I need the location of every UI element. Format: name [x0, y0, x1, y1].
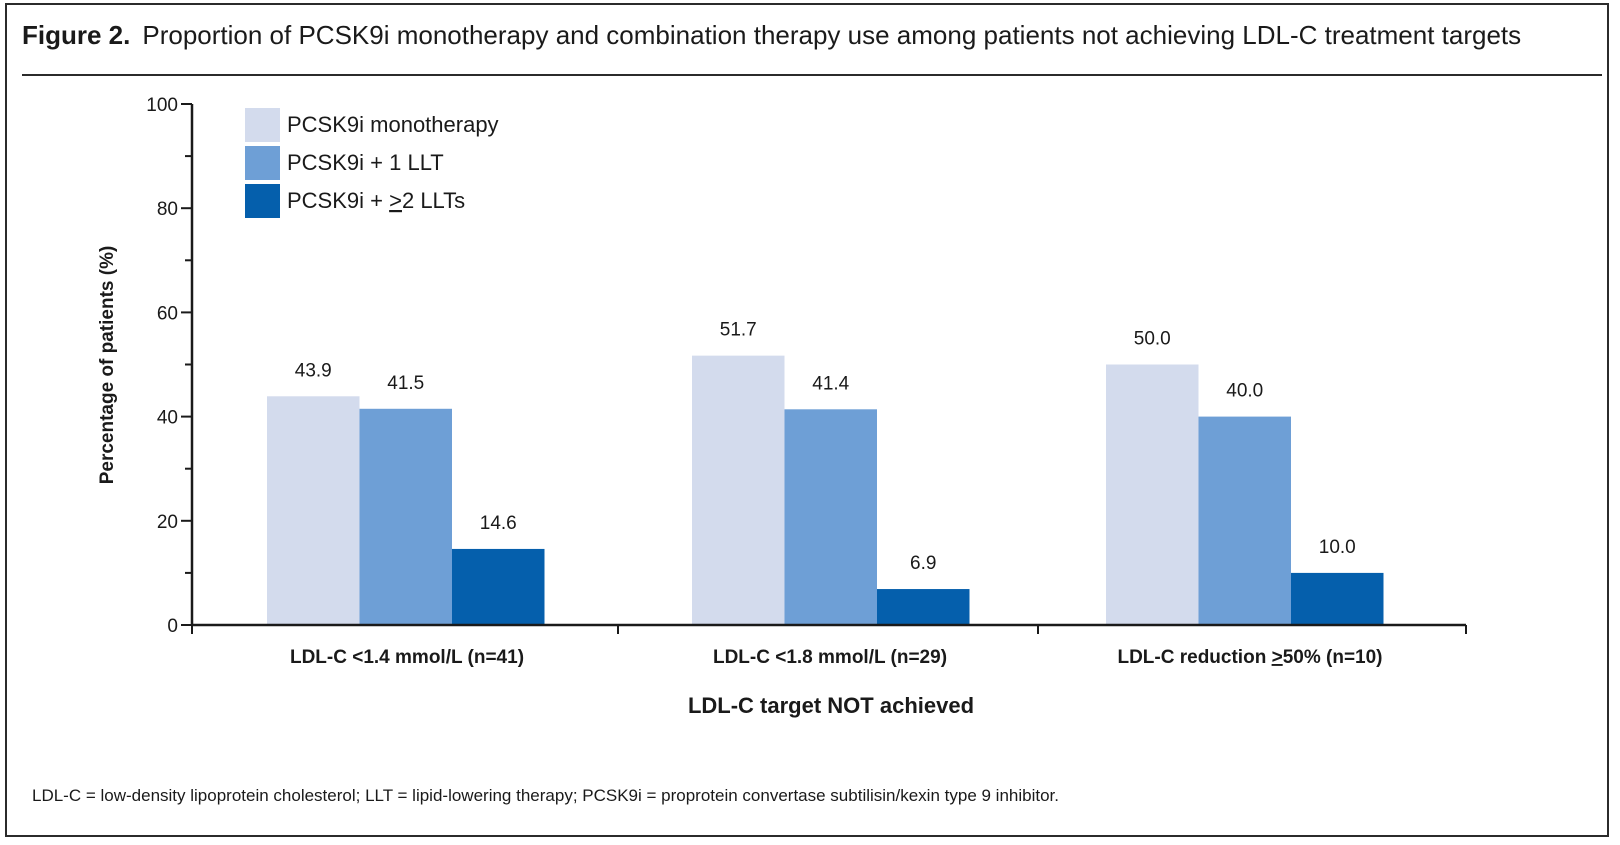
data-label: 40.0: [1226, 381, 1263, 402]
y-tick-label: 60: [157, 303, 178, 324]
data-label: 43.9: [295, 360, 332, 381]
y-axis-title: Percentage of patients (%): [97, 246, 118, 485]
y-tick-label: 80: [157, 199, 178, 220]
y-tick-label: 0: [167, 616, 178, 637]
bar: [1291, 572, 1384, 625]
x-tick-label: LDL-C <1.4 mmol/L (n=41): [290, 647, 524, 668]
legend-label: PCSK9i + 1 LLT: [287, 150, 444, 175]
y-tick-label: 100: [146, 95, 178, 116]
data-label: 41.5: [387, 373, 424, 394]
data-label: 14.6: [480, 513, 517, 534]
x-tick-label: LDL-C <1.8 mmol/L (n=29): [713, 647, 947, 668]
title-divider: [22, 74, 1602, 76]
legend-swatch: [245, 108, 280, 142]
legend-label: PCSK9i + >2 LLTs: [287, 188, 465, 213]
data-label: 41.4: [812, 373, 849, 394]
bar: [1106, 364, 1199, 625]
figure-frame: [5, 3, 1609, 837]
legend-swatch: [245, 146, 280, 180]
x-tick-label: LDL-C reduction >50% (n=10): [1117, 647, 1382, 668]
figure-title-text: Proportion of PCSK9i monotherapy and com…: [142, 20, 1522, 50]
bar: [877, 589, 970, 625]
data-label: 10.0: [1319, 537, 1356, 558]
data-label: 51.7: [720, 320, 757, 341]
bar: [692, 355, 785, 625]
x-axis-title: LDL-C target NOT achieved: [688, 693, 974, 718]
data-label: 6.9: [910, 553, 936, 574]
y-tick-label: 20: [157, 512, 178, 533]
footnote: LDL-C = low-density lipoprotein choleste…: [32, 786, 1059, 805]
data-label: 50.0: [1134, 329, 1171, 350]
y-tick-label: 40: [157, 408, 178, 429]
figure-label: Figure 2.: [22, 20, 131, 50]
bar: [267, 396, 360, 625]
bar: [784, 409, 877, 625]
legend-swatch: [245, 184, 280, 218]
figure-title: Figure 2. Proportion of PCSK9i monotherap…: [22, 20, 1521, 51]
legend-label: PCSK9i monotherapy: [287, 112, 499, 137]
bar: [452, 548, 545, 625]
bar: [1198, 416, 1291, 625]
bar-chart: 43.9 51.7 50.0 41.5 41.4 40.0 14.6 6.9 10.0 0 20 40…: [97, 95, 1467, 718]
bar: [359, 408, 452, 625]
